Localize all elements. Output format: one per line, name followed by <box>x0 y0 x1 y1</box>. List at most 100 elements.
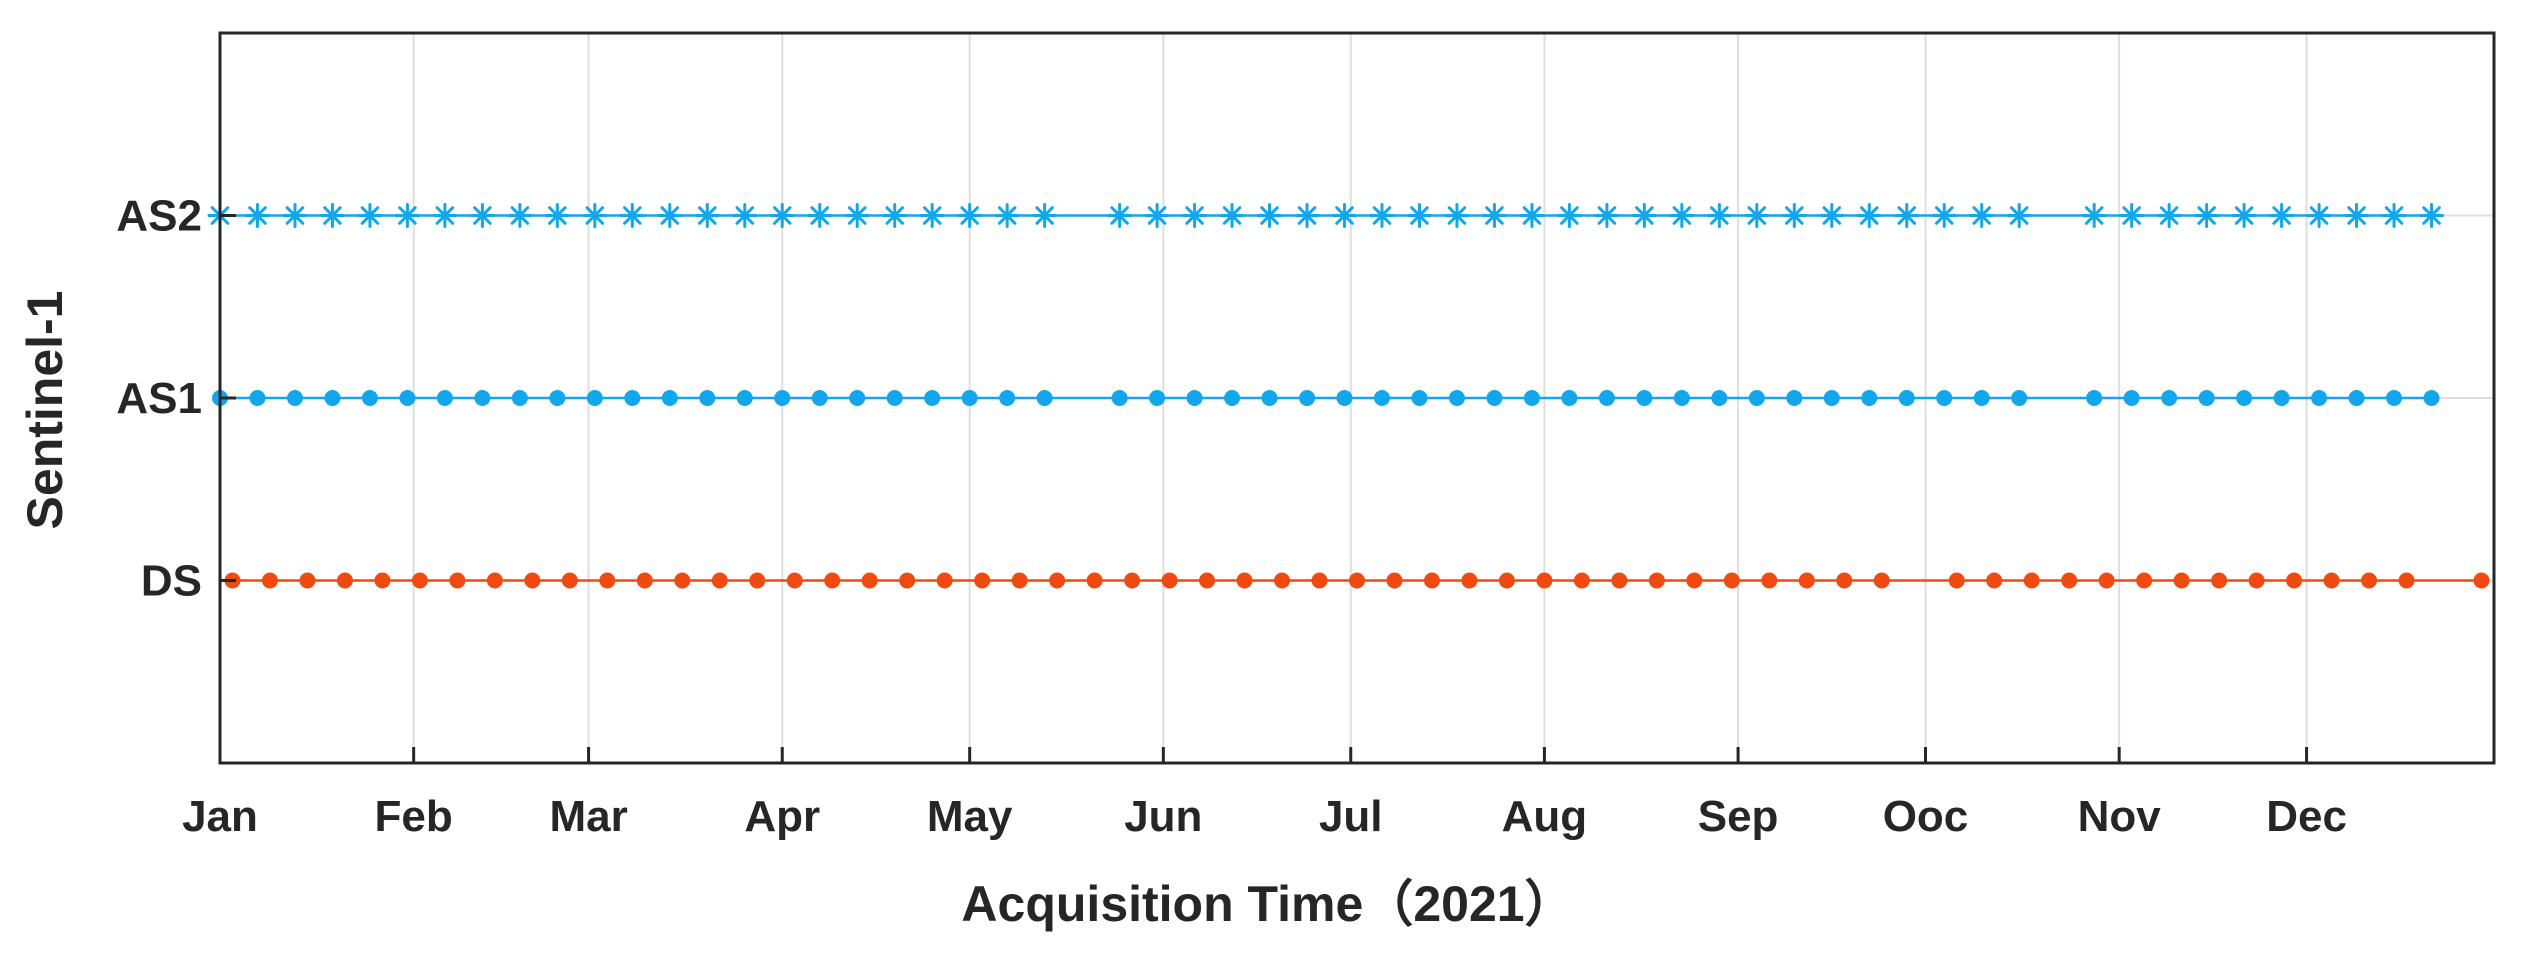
marker-ds <box>1236 572 1253 589</box>
marker-as2 <box>2231 203 2257 228</box>
marker-ds <box>1386 572 1403 589</box>
marker-as1 <box>436 390 453 406</box>
marker-as2 <box>2344 203 2370 228</box>
marker-ds <box>524 572 541 589</box>
marker-as1 <box>849 390 866 406</box>
series-markers <box>207 203 2490 589</box>
marker-as1 <box>886 390 903 406</box>
marker-ds <box>2398 572 2415 589</box>
y-tick-label: AS1 <box>116 374 202 423</box>
marker-ds <box>1536 572 1553 589</box>
axis-ticks <box>218 214 2309 763</box>
marker-ds <box>1423 572 1440 589</box>
marker-as1 <box>1448 390 1465 406</box>
marker-as1 <box>1636 390 1653 406</box>
marker-as1 <box>1149 390 1166 406</box>
marker-ds <box>749 572 766 589</box>
marker-as2 <box>732 203 758 228</box>
marker-as1 <box>1224 390 1241 406</box>
marker-as1 <box>1861 390 1878 406</box>
marker-ds <box>2136 572 2153 589</box>
marker-as2 <box>882 203 908 228</box>
marker-ds <box>1498 572 1515 589</box>
marker-as1 <box>999 390 1016 406</box>
marker-ds <box>1461 572 1478 589</box>
marker-as2 <box>1332 203 1358 228</box>
x-tick-labels: Jan Feb Mar Apr May Jun Jul Aug Sep Ooc Nov Dec <box>182 792 2347 841</box>
marker-as1 <box>1673 390 1690 406</box>
marker-as2 <box>2081 203 2107 228</box>
marker-as1 <box>1598 390 1615 406</box>
marker-as2 <box>2306 203 2332 228</box>
marker-as1 <box>1486 390 1503 406</box>
marker-as2 <box>2194 203 2220 228</box>
marker-as1 <box>361 390 378 406</box>
marker-as1 <box>1748 390 1765 406</box>
marker-ds <box>1161 572 1178 589</box>
marker-as1 <box>2161 390 2178 406</box>
marker-ds <box>1611 572 1628 589</box>
marker-as2 <box>1481 203 1507 228</box>
marker-as1 <box>2198 390 2215 406</box>
marker-ds <box>2061 572 2078 589</box>
marker-as2 <box>469 203 495 228</box>
marker-as1 <box>474 390 491 406</box>
marker-ds <box>2323 572 2340 589</box>
marker-as1 <box>661 390 678 406</box>
marker-ds <box>1948 572 1965 589</box>
marker-ds <box>449 572 466 589</box>
marker-ds <box>1648 572 1665 589</box>
marker-as2 <box>544 203 570 228</box>
x-tick-label: Jul <box>1319 792 1383 841</box>
marker-ds <box>374 572 391 589</box>
marker-as2 <box>319 203 345 228</box>
marker-ds <box>2211 572 2228 589</box>
marker-ds <box>861 572 878 589</box>
y-axis-label: Sentinel-1 <box>17 291 73 530</box>
marker-ds <box>899 572 916 589</box>
y-tick-labels: DS AS1 AS2 <box>116 192 202 606</box>
marker-ds <box>411 572 428 589</box>
marker-ds <box>2098 572 2115 589</box>
marker-as1 <box>2011 390 2028 406</box>
marker-ds <box>2023 572 2040 589</box>
marker-as1 <box>1936 390 1953 406</box>
marker-ds <box>1573 572 1590 589</box>
marker-as1 <box>1111 390 1128 406</box>
marker-as2 <box>1744 203 1770 228</box>
marker-ds <box>1798 572 1815 589</box>
marker-ds <box>674 572 691 589</box>
marker-as1 <box>549 390 566 406</box>
marker-as1 <box>2386 390 2403 406</box>
marker-as1 <box>586 390 603 406</box>
marker-ds <box>2173 572 2190 589</box>
marker-as2 <box>1931 203 1957 228</box>
marker-ds <box>486 572 503 589</box>
marker-as1 <box>1261 390 1278 406</box>
marker-as1 <box>1523 390 1540 406</box>
marker-as1 <box>1973 390 1990 406</box>
marker-as2 <box>1144 203 1170 228</box>
marker-ds <box>711 572 728 589</box>
marker-as2 <box>1819 203 1845 228</box>
marker-as1 <box>1823 390 1840 406</box>
marker-as2 <box>2419 203 2445 228</box>
marker-ds <box>1124 572 1141 589</box>
marker-as2 <box>807 203 833 228</box>
marker-as1 <box>2348 390 2365 406</box>
marker-ds <box>2361 572 2378 589</box>
marker-ds <box>1986 572 2003 589</box>
marker-ds <box>636 572 653 589</box>
x-tick-label: May <box>927 792 1013 841</box>
marker-as1 <box>924 390 941 406</box>
marker-as2 <box>1556 203 1582 228</box>
marker-as1 <box>399 390 416 406</box>
marker-as1 <box>249 390 266 406</box>
marker-as2 <box>1969 203 1995 228</box>
marker-as1 <box>699 390 716 406</box>
x-axis-label: Acquisition Time（2021） <box>961 876 1574 932</box>
marker-as1 <box>1299 390 1316 406</box>
marker-as2 <box>957 203 983 228</box>
marker-as2 <box>769 203 795 228</box>
